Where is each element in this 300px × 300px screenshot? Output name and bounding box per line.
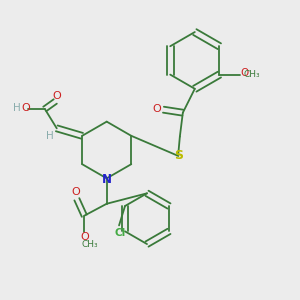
Text: CH₃: CH₃ (82, 240, 99, 249)
Text: CH₃: CH₃ (244, 70, 260, 79)
Text: O: O (52, 91, 61, 101)
Text: Cl: Cl (114, 228, 125, 238)
Text: O: O (21, 103, 30, 113)
Text: H: H (14, 103, 21, 113)
Text: H: H (46, 131, 54, 141)
Text: O: O (241, 68, 249, 78)
Text: S: S (174, 149, 183, 163)
Text: O: O (80, 232, 89, 242)
Text: O: O (152, 104, 161, 114)
Text: O: O (72, 187, 81, 197)
Text: N: N (102, 173, 112, 186)
